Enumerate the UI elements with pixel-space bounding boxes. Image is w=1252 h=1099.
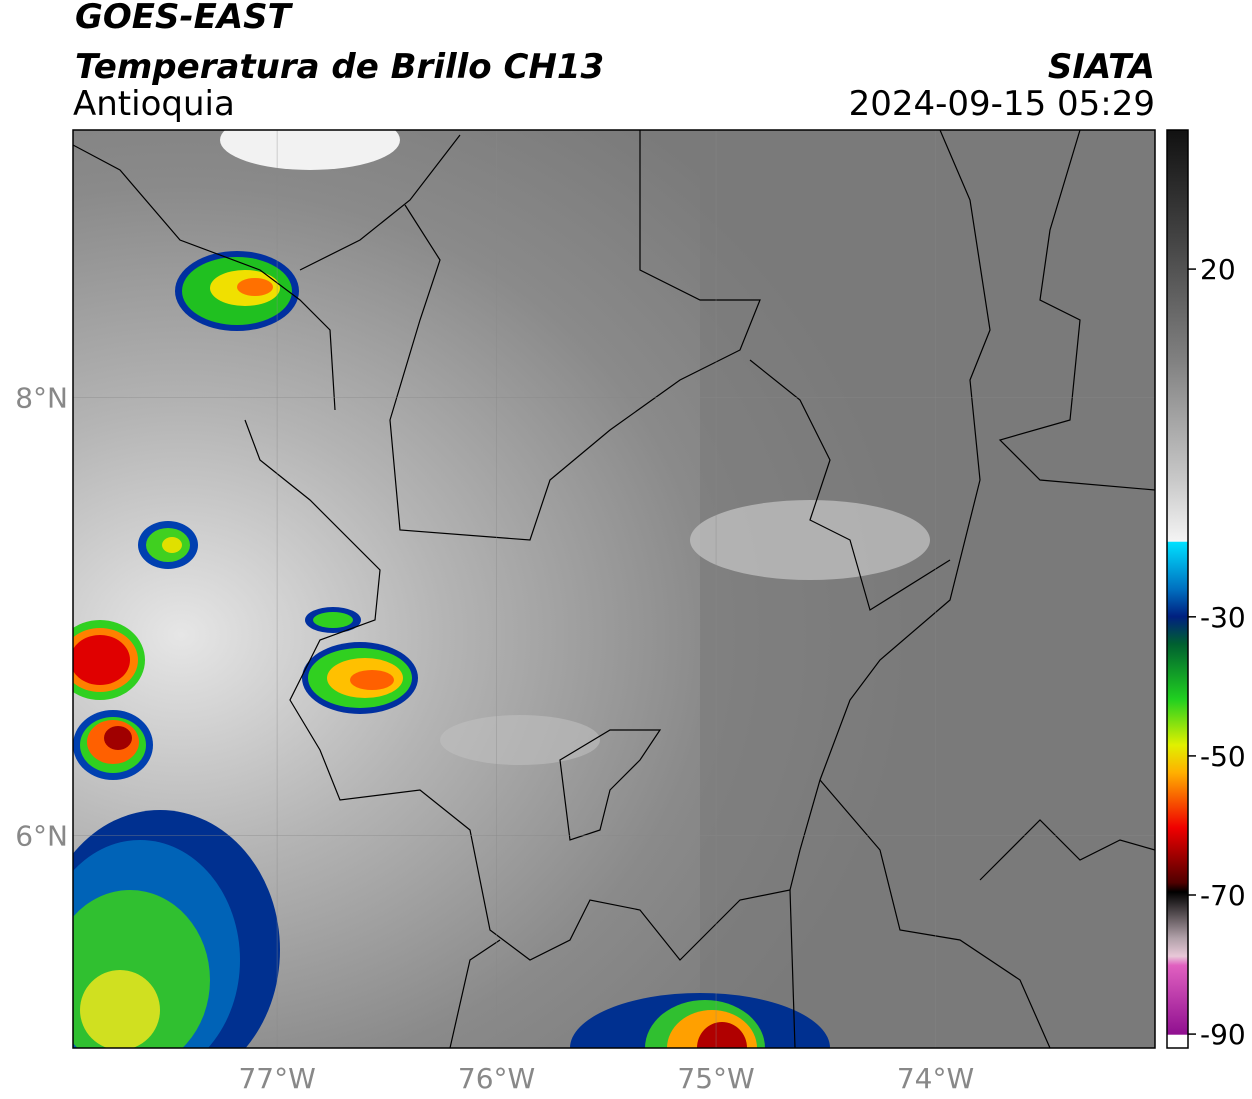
- title: GOES-EAST: [75, 0, 294, 37]
- border: [819, 779, 1051, 1048]
- border: [299, 134, 461, 271]
- x-tick-label: 77°W: [238, 1062, 315, 1095]
- border: [73, 144, 336, 411]
- cloud-cell: [73, 810, 280, 1048]
- cloud-cell: [73, 710, 153, 780]
- map-frame: [72, 129, 1156, 1049]
- x-tick-label: 76°W: [458, 1062, 535, 1095]
- colorbar-tick-label: 20: [1200, 253, 1236, 286]
- colorbar-tick-label: -50: [1200, 740, 1246, 773]
- border: [789, 889, 796, 1048]
- colorbar-tick-label: -30: [1200, 601, 1246, 634]
- source: SIATA: [1048, 47, 1155, 87]
- region: Antioquia: [73, 84, 235, 124]
- cloud-cell: [570, 993, 830, 1048]
- border: [389, 130, 761, 541]
- colorbar: [1166, 129, 1189, 1049]
- cloud-cell: [302, 642, 418, 714]
- subtitle: Temperatura de Brillo CH13: [75, 47, 604, 87]
- border: [244, 130, 991, 961]
- border: [998, 130, 1155, 491]
- cloud-cell: [73, 620, 145, 700]
- border: [979, 819, 1155, 881]
- border: [449, 939, 501, 1048]
- grid: [73, 130, 1155, 1048]
- satellite-image: [73, 130, 1155, 1048]
- cloud-cell: [175, 251, 299, 331]
- cloud-cell: [138, 521, 198, 569]
- colorbar-tick-label: -70: [1200, 879, 1246, 912]
- border: [749, 359, 951, 611]
- x-tick-label: 75°W: [677, 1062, 754, 1095]
- y-tick-label: 6°N: [15, 819, 68, 852]
- colorbar-tick-label: -90: [1200, 1018, 1246, 1051]
- x-tick-label: 74°W: [897, 1062, 974, 1095]
- border: [559, 729, 662, 841]
- cloud-cell: [305, 607, 361, 633]
- datetime: 2024-09-15 05:29: [849, 84, 1155, 124]
- y-tick-label: 8°N: [15, 381, 68, 414]
